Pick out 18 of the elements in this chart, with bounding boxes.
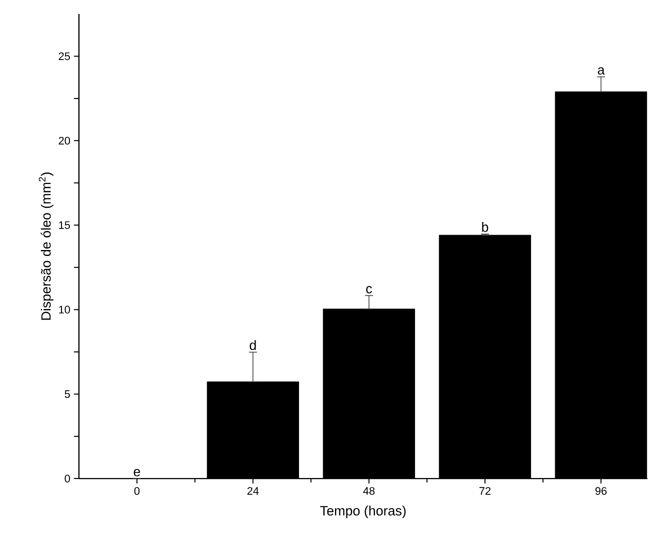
x-tick-label: 24: [247, 486, 259, 494]
annotation: b: [482, 222, 488, 232]
y-tick-label: 0: [64, 474, 70, 482]
y-tick-label: 10: [59, 306, 70, 314]
y-axis-title: Dispersão de óleo (mm$^{2}$): [38, 172, 54, 320]
x-tick-label: 48: [363, 486, 375, 495]
y-tick-label: 25: [58, 52, 70, 60]
annotation: c: [366, 286, 372, 294]
x-tick-label: 72: [479, 486, 491, 494]
annotation: a: [598, 67, 605, 74]
x-tick-label: 96: [595, 486, 607, 495]
y-tick-label: 20: [58, 136, 70, 144]
annotation: e: [134, 468, 140, 476]
y-tick-label: 5: [64, 390, 70, 398]
x-axis-title: Tempo (horas): [320, 505, 406, 518]
y-tick-label: 15: [59, 221, 70, 229]
x-tick-label: 0: [134, 486, 140, 495]
annotation: d: [250, 340, 256, 350]
